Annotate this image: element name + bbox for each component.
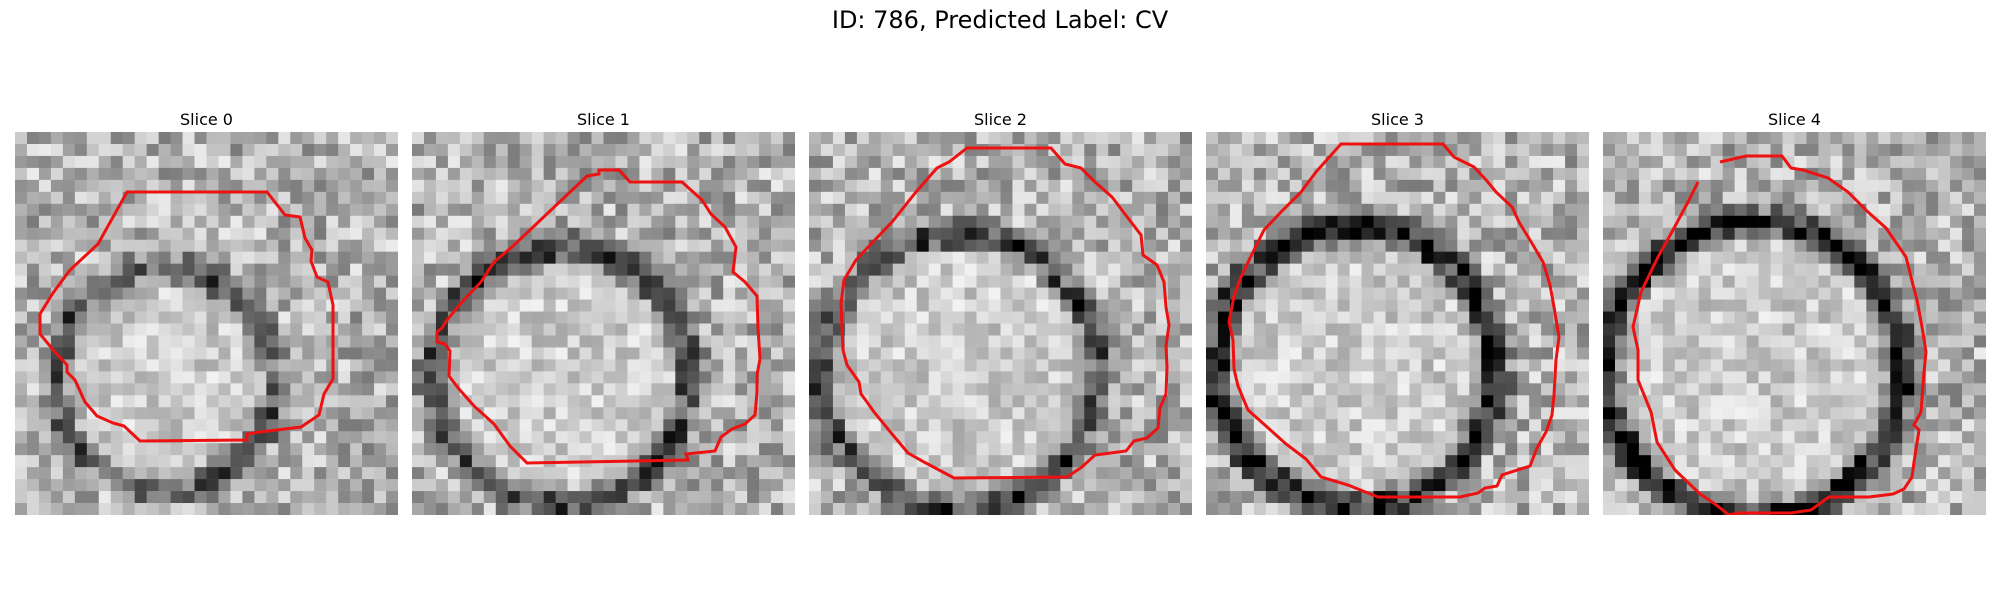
slice-panel-4: Slice 4 (1603, 108, 1986, 515)
slice-title-3: Slice 3 (1371, 110, 1424, 129)
image-pixels (1603, 132, 1986, 515)
slice-title-2: Slice 2 (974, 110, 1027, 129)
slice-title-4: Slice 4 (1768, 110, 1821, 129)
slice-title-0: Slice 0 (180, 110, 233, 129)
image-pixels (1206, 132, 1589, 515)
slice-image-3 (1206, 132, 1589, 515)
segmentation-contour (435, 168, 762, 465)
segmentation-contour (839, 146, 1171, 480)
slice-image-1 (412, 132, 795, 515)
segmentation-contour (1227, 142, 1561, 499)
segmentation-contour (38, 190, 335, 443)
slice-panel-3: Slice 3 (1206, 108, 1589, 515)
image-pixels (412, 132, 795, 515)
slice-panel-1: Slice 1 (412, 108, 795, 515)
segmentation-contour (1631, 154, 1928, 515)
slice-panel-2: Slice 2 (809, 108, 1192, 515)
slice-image-0 (15, 132, 398, 515)
slice-panel-0: Slice 0 (15, 108, 398, 515)
slice-image-2 (809, 132, 1192, 515)
image-pixels (809, 132, 1192, 515)
slice-title-1: Slice 1 (577, 110, 630, 129)
slice-image-4 (1603, 132, 1986, 515)
figure-title: ID: 786, Predicted Label: CV (831, 6, 1169, 34)
image-pixels (15, 132, 398, 515)
